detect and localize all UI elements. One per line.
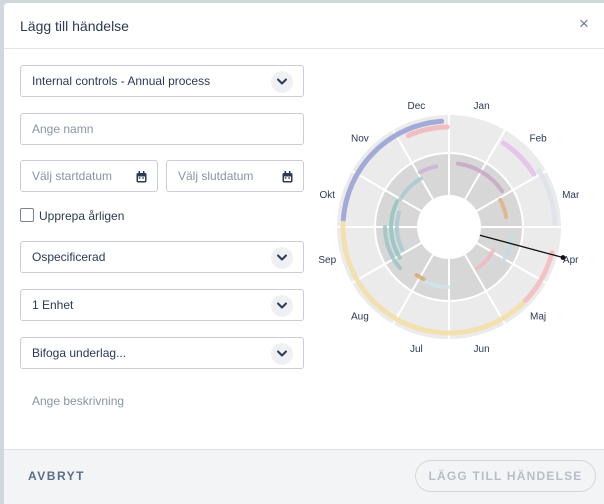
current-date-pointer-dot [560, 255, 566, 260]
end-date-input[interactable]: Välj slutdatum [166, 160, 304, 192]
month-label-sep: Sep [318, 255, 336, 266]
unit-select[interactable]: 1 Enhet [20, 289, 304, 321]
wheel-divider [351, 170, 422, 212]
add-event-dialog: Lägg till händelse × Internal controls -… [4, 3, 604, 504]
wheel-event-arc [405, 124, 450, 139]
name-input-placeholder: Ange namn [32, 122, 94, 136]
wheel-event-arc [522, 250, 555, 304]
wheel-divider [392, 129, 434, 200]
start-date-placeholder: Välj startdatum [32, 169, 113, 183]
wheel-event-arc [395, 210, 405, 252]
wheel-event-arc [398, 176, 423, 201]
wheel-event-arc [536, 168, 558, 226]
wheel-event-arc [422, 279, 451, 289]
month-label-okt: Okt [320, 190, 336, 201]
current-date-pointer [479, 234, 564, 259]
wheel-divider [476, 242, 547, 284]
wheel-divider [464, 254, 506, 325]
attachment-select[interactable]: Bifoga underlag... [20, 337, 304, 369]
attachment-select-value: Bifoga underlag... [32, 346, 127, 360]
add-event-button[interactable]: LÄGG TILL HÄNDELSE [415, 460, 596, 492]
process-select[interactable]: Internal controls - Annual process [20, 65, 304, 97]
dialog-title: Lägg till händelse [20, 18, 129, 34]
month-label-jul: Jul [410, 344, 423, 353]
dialog-footer: AVBRYT LÄGG TILL HÄNDELSE [4, 449, 604, 504]
month-label-jun: Jun [474, 344, 490, 353]
name-input[interactable]: Ange namn [20, 113, 304, 145]
dialog-header: Lägg till händelse × [4, 3, 604, 49]
wheel-center [417, 195, 481, 259]
category-select[interactable]: Ospecificerad [20, 241, 304, 273]
wheel-event-arc [414, 273, 426, 282]
wheel-divider [476, 170, 547, 212]
wheel-event-arc [417, 164, 439, 175]
wheel-event-arc [502, 236, 514, 261]
chevron-down-icon [271, 247, 293, 269]
wheel-event-arc [455, 161, 505, 194]
calendar-icon[interactable] [136, 170, 147, 188]
repeat-yearly-checkbox[interactable] [20, 208, 34, 222]
wheel-event-arc [475, 248, 496, 271]
description-input[interactable]: Ange beskrivning [32, 394, 125, 408]
process-select-value: Internal controls - Annual process [32, 74, 211, 88]
month-label-dec: Dec [408, 101, 426, 112]
wheel-divider [464, 129, 506, 200]
repeat-yearly-label: Upprepa årligen [39, 209, 125, 223]
month-label-jan: Jan [474, 101, 490, 112]
close-icon[interactable]: × [579, 14, 589, 33]
month-label-aug: Aug [351, 312, 369, 323]
wheel-divider [392, 254, 434, 325]
category-select-value: Ospecificerad [32, 250, 106, 264]
wheel-event-arc [498, 197, 509, 219]
cancel-button[interactable]: AVBRYT [28, 469, 85, 483]
chevron-down-icon [271, 343, 293, 365]
wheel-event-arc [439, 300, 526, 336]
calendar-icon[interactable] [282, 170, 293, 188]
wheel-event-arc [340, 118, 445, 223]
end-date-placeholder: Välj slutdatum [178, 169, 254, 183]
wheel-event-arc [340, 220, 441, 335]
month-label-apr: Apr [563, 255, 579, 266]
unit-select-value: 1 Enhet [32, 298, 74, 312]
wheel-ring-separator [374, 152, 524, 302]
wheel-event-arc [501, 140, 537, 177]
month-label-nov: Nov [351, 133, 369, 144]
month-label-mar: Mar [562, 190, 580, 201]
wheel-event-arc [389, 199, 402, 260]
year-wheel[interactable]: Jan Feb Mar Apr Maj Jun Jul Aug Sep Okt Nov Dec [304, 93, 604, 353]
chevron-down-icon [271, 71, 293, 93]
chevron-down-icon [271, 295, 293, 317]
wheel-divider [351, 242, 422, 284]
start-date-input[interactable]: Välj startdatum [20, 160, 158, 192]
wheel-event-arc [383, 225, 402, 271]
month-label-feb: Feb [529, 133, 547, 144]
month-label-maj: Maj [530, 312, 546, 323]
